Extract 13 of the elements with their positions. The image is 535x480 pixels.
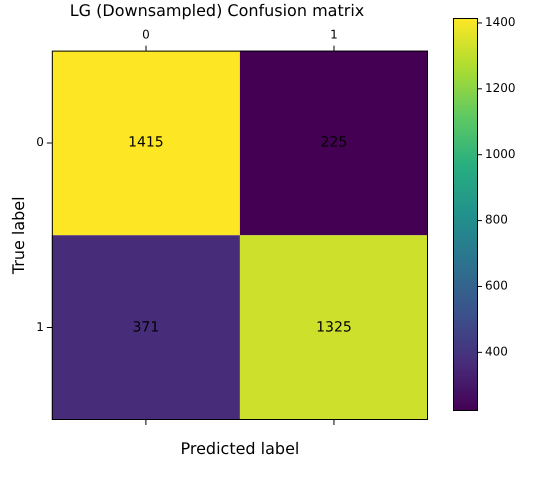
data-label: 1415: [128, 134, 164, 151]
x-axis-title: Predicted label: [180, 439, 300, 458]
data-label: 371: [132, 319, 160, 336]
data-label: 1325: [316, 319, 352, 336]
color-bar-label: 1000: [485, 146, 516, 161]
color-bar-label: 600: [485, 278, 508, 293]
color-bar-label: 800: [485, 212, 508, 227]
y-axis-title: True label: [8, 196, 28, 276]
color-bar-label: 1400: [485, 15, 516, 30]
chart-title: LG (Downsampled) Confusion matrix: [70, 0, 364, 20]
data-label: 225: [320, 134, 348, 151]
color-bar-label: 400: [485, 344, 508, 358]
color-bar-label: 1200: [485, 80, 516, 95]
